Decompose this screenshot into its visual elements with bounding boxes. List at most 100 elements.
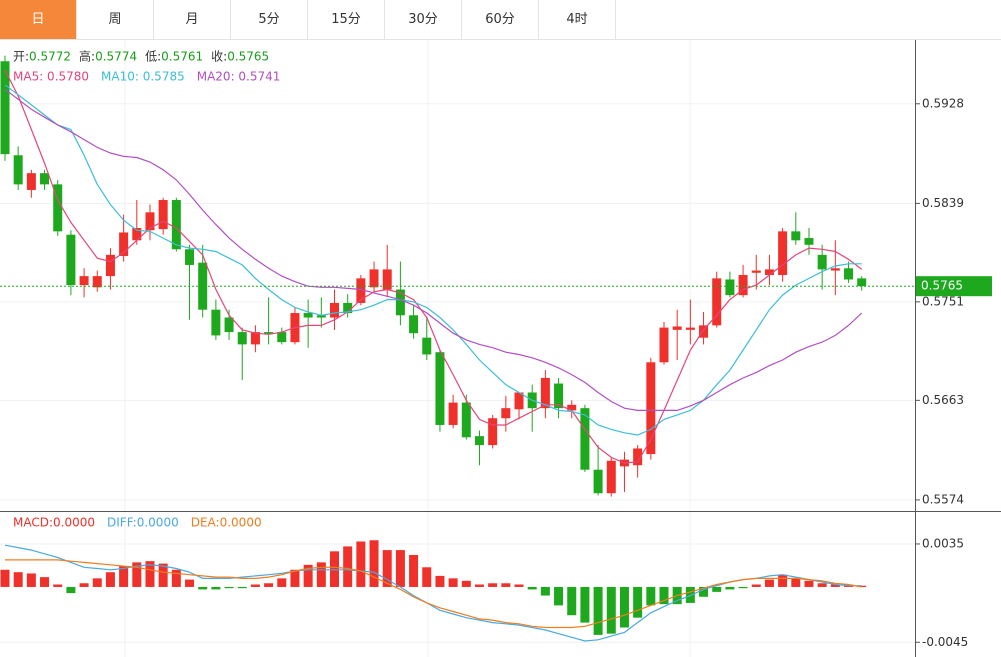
macd-bar (409, 555, 419, 587)
macd-bar (382, 550, 392, 587)
candle-body (356, 278, 366, 303)
macd-bar (501, 583, 511, 587)
macd-bar (0, 569, 10, 587)
legend-entry: MA20: 0.5741 (197, 70, 281, 84)
candle-body (211, 309, 221, 336)
macd-bar (619, 586, 629, 628)
legend-value: 0.0000 (137, 516, 179, 530)
macd-bar (330, 551, 339, 587)
y-tick-label: 0.5928 (922, 96, 964, 110)
macd-bar (554, 586, 564, 606)
macd-bar (474, 584, 484, 587)
period-tabs: 日 周 月 5分 15分 30分 60分 4时 (0, 0, 1001, 40)
candle-body (409, 315, 419, 334)
tab[interactable]: 30分 (385, 0, 462, 39)
candle-body (277, 332, 287, 343)
macd-bar (224, 586, 234, 589)
candle-body (26, 173, 36, 190)
candle-body (330, 302, 339, 318)
candle-body (237, 332, 247, 345)
y-tick-label: 0.0035 (922, 536, 964, 550)
y-tick-label: 0.5574 (922, 492, 964, 506)
candle-body (435, 352, 445, 425)
legend-value: 0.0000 (220, 516, 262, 530)
macd-bar (395, 550, 405, 587)
legend-value: 0.0000 (53, 516, 95, 530)
macd-bar (461, 580, 471, 587)
macd-bar (145, 561, 155, 587)
candle-body (474, 436, 484, 446)
macd-bar (725, 586, 735, 590)
ma-line (4, 69, 863, 464)
info-value: 0.5772 (29, 50, 71, 64)
candle-body (171, 200, 181, 250)
ma-line (4, 88, 863, 411)
tab[interactable]: 月 (154, 0, 231, 39)
candle-body (198, 262, 208, 310)
tab[interactable]: 日 (0, 0, 77, 39)
candle-body (699, 325, 709, 338)
candle-body (857, 278, 867, 287)
candle-body (672, 326, 682, 330)
macd-bar (764, 579, 774, 587)
y-tick-label: 0.5839 (922, 196, 964, 210)
tab[interactable]: 5分 (231, 0, 308, 39)
macd-bar (264, 583, 274, 587)
candle-body (593, 469, 603, 494)
macd-bar (105, 572, 115, 587)
macd-bar (738, 586, 748, 589)
candle-body (580, 408, 590, 470)
macd-bar (303, 564, 313, 587)
candle-body (145, 212, 155, 231)
macd-bar (316, 562, 326, 587)
info-value: 0.5774 (95, 50, 137, 64)
macd-bar (40, 577, 50, 587)
y-tick-label: 0.5751 (922, 294, 964, 308)
macd-bar (211, 586, 221, 590)
macd-bar (778, 574, 788, 587)
last-price-box (916, 276, 992, 297)
macd-bar (633, 586, 643, 618)
candle-body (633, 448, 643, 466)
candle-body (369, 269, 379, 288)
tab[interactable]: 周 (77, 0, 154, 39)
candle-body (343, 302, 353, 314)
candle-body (514, 392, 524, 410)
candle-body (764, 269, 774, 275)
macd-bar (804, 580, 814, 587)
macd-bar (527, 586, 537, 590)
candle-body (448, 402, 458, 425)
candle-body (685, 327, 695, 330)
macd-bar (857, 585, 867, 587)
legend-entry: MA5: 0.5780 (13, 70, 89, 84)
legend-entry: MA10: 0.5785 (101, 70, 185, 84)
tab[interactable]: 4时 (539, 0, 616, 39)
tab[interactable]: 15分 (308, 0, 385, 39)
macd-bar (830, 584, 840, 587)
info-label: 收: (211, 50, 227, 64)
macd-bar (53, 584, 63, 587)
macd-bar (290, 569, 300, 587)
candle-body (540, 377, 550, 409)
macd-bar (567, 586, 577, 616)
y-tick-label: 0.5663 (922, 393, 964, 407)
candle-body (646, 362, 656, 455)
macd-bar (66, 586, 76, 594)
legend-label: DIFF: (107, 516, 137, 530)
y-tick-label: -0.0045 (922, 635, 968, 649)
candle-body (0, 61, 10, 155)
candle-body (250, 332, 260, 345)
tab[interactable]: 60分 (462, 0, 539, 39)
candle-body (830, 268, 840, 271)
info-value: 0.5761 (161, 50, 203, 64)
info-label: 开: (13, 50, 29, 64)
candle-body (738, 275, 748, 296)
macd-line (4, 544, 862, 642)
legend-label: DEA: (191, 516, 220, 530)
candle-body (659, 327, 669, 363)
candle-body (105, 254, 115, 277)
macd-bar (158, 563, 168, 587)
candle-body (158, 200, 168, 230)
